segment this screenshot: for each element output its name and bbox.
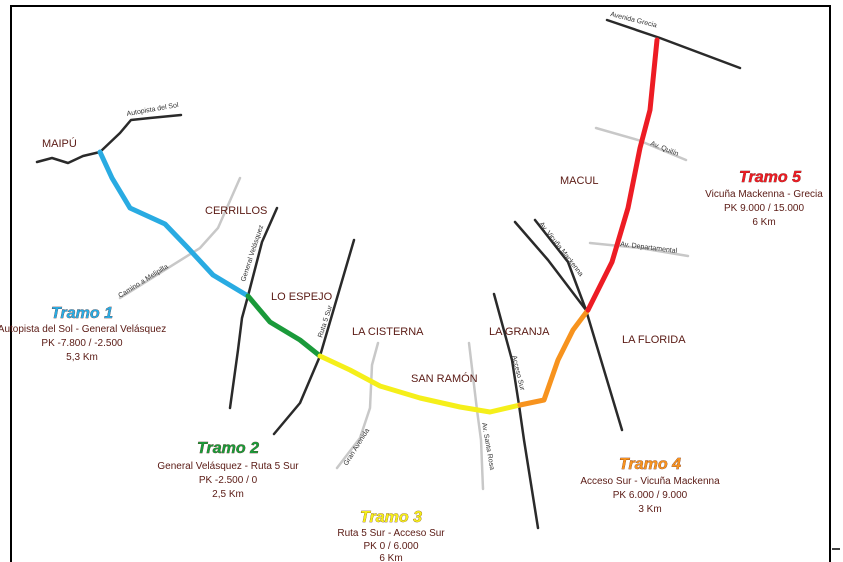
tramo-5-length: 6 Km: [752, 217, 775, 228]
commune-labels: MAIPÚ CERRILLOS LO ESPEJO LA CISTERNA SA…: [42, 137, 686, 385]
commune-la-cisterna: LA CISTERNA: [352, 326, 424, 338]
tramo-5-pk: PK 9.000 / 15.000: [724, 203, 805, 214]
highway: [97, 37, 660, 415]
tramo-4-route: [517, 307, 591, 408]
tramo-1-route: [97, 149, 251, 299]
tramo-4-length: 3 Km: [638, 504, 661, 515]
commune-san-ramon: SAN RAMÓN: [411, 372, 478, 385]
tramo-5-title: Tramo 5: [739, 169, 802, 186]
commune-cerrillos: CERRILLOS: [205, 205, 267, 217]
label-avenida-grecia: Avenida Grecia: [610, 11, 658, 29]
tramo-2-pk: PK -2.500 / 0: [199, 475, 258, 486]
road-santa-rosa: [467, 341, 485, 491]
tramo-1-segment: Autopista del Sol - General Velásquez: [0, 324, 166, 335]
road-autopista-del-sol: [98, 113, 183, 154]
tramo-4-legend: Tramo 4 Acceso Sur - Vicuña Mackenna PK …: [580, 456, 720, 515]
road-maipu-west: [35, 150, 102, 165]
tramo-3-title: Tramo 3: [360, 509, 422, 526]
road-ruta-5-sur: [272, 238, 356, 436]
tramo-2-route: [245, 293, 323, 359]
road-camino-melipilla: [118, 176, 242, 300]
tramo-5-segment: Vicuña Mackenna - Grecia: [705, 189, 823, 200]
primary-roads: [35, 18, 742, 530]
label-camino-melipilla: Camino a Melipilla: [117, 263, 169, 299]
tramo-1-legend: Tramo 1 Autopista del Sol - General Velá…: [0, 305, 166, 363]
road-vicuna-mackenna-west: [513, 220, 588, 312]
road-quilin: [594, 126, 688, 162]
commune-maipu: MAIPÚ: [42, 137, 77, 150]
tramo-5-legend: Tramo 5 Vicuña Mackenna - Grecia PK 9.00…: [705, 169, 823, 228]
tramo-1-pk: PK -7.800 / -2.500: [41, 338, 123, 349]
tramo-3-pk: PK 0 / 6.000: [363, 541, 418, 552]
tramo-3-segment: Ruta 5 Sur - Acceso Sur: [337, 528, 445, 539]
road-departamental: [588, 241, 690, 258]
label-vicuna-mackenna: Av. Vicuña Mackenna: [537, 221, 584, 278]
label-quilin: Av. Quilín: [649, 140, 679, 158]
tramo-3-legend: Tramo 3 Ruta 5 Sur - Acceso Sur PK 0 / 6…: [337, 509, 445, 562]
tramo-2-segment: General Velásquez - Ruta 5 Sur: [157, 461, 299, 472]
tramo-2-length: 2,5 Km: [212, 489, 244, 500]
tramo-3-route: [317, 353, 523, 415]
tramo-3-length: 6 Km: [379, 553, 402, 562]
tramo-4-title: Tramo 4: [619, 456, 681, 473]
label-gran-avenida: Gran Avenida: [343, 427, 371, 467]
road-vicuna-mackenna: [533, 218, 624, 432]
secondary-roads: [118, 126, 690, 491]
commune-macul: MACUL: [560, 175, 599, 187]
road-avenida-grecia: [605, 18, 742, 70]
tramo-1-title: Tramo 1: [51, 305, 113, 322]
commune-la-florida: LA FLORIDA: [622, 334, 686, 346]
label-departamental: Av. Departamental: [620, 241, 678, 255]
tramo-2-title: Tramo 2: [197, 440, 259, 457]
label-acceso-sur: Acceso Sur: [510, 355, 526, 392]
road-labels: Autopista del Sol Camino a Melipilla Gen…: [117, 11, 679, 471]
commune-lo-espejo: LO ESPEJO: [271, 291, 333, 303]
commune-la-granja: LA GRANJA: [489, 326, 550, 338]
road-general-velasquez: [228, 206, 279, 410]
tramo-2-legend: Tramo 2 General Velásquez - Ruta 5 Sur P…: [157, 440, 299, 500]
tramo-1-length: 5,3 Km: [66, 352, 98, 363]
road-gran-avenida: [335, 341, 380, 470]
tramo-4-segment: Acceso Sur - Vicuña Mackenna: [580, 476, 720, 487]
tramo-4-pk: PK 6.000 / 9.000: [613, 490, 688, 501]
map-frame: [10, 5, 831, 562]
tramo-5-route: [585, 37, 660, 313]
